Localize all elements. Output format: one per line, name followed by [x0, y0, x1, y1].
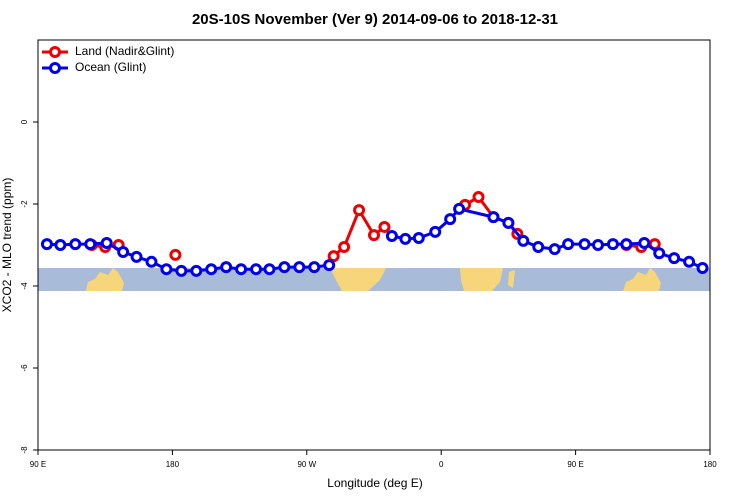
data-point [130, 250, 143, 263]
data-point [353, 204, 366, 217]
x-tick-label: 180 [703, 460, 717, 469]
x-tick-label: 0 [439, 460, 444, 469]
data-point [696, 261, 709, 274]
y-tick-label: 0 [20, 119, 29, 124]
x-tick-label: 90 W [297, 460, 316, 469]
legend-marker [49, 62, 61, 74]
data-point [653, 247, 666, 260]
data-point [368, 229, 380, 242]
legend-label: Land (Nadir&Glint) [75, 44, 174, 58]
data-point [444, 213, 457, 226]
legend-marker [49, 46, 61, 58]
y-tick-label: -2 [20, 200, 29, 208]
data-point [620, 238, 633, 251]
data-point [100, 236, 113, 249]
data-point [175, 264, 188, 277]
data-point [235, 263, 248, 276]
data-point [40, 238, 53, 251]
map-strip [38, 268, 710, 291]
land-shape [623, 268, 661, 291]
data-point [502, 216, 515, 229]
y-tick-label: -8 [20, 446, 29, 454]
data-point [668, 252, 681, 265]
x-tick-label: 90 E [30, 460, 46, 469]
data-point [293, 261, 306, 274]
land-shape [330, 268, 386, 291]
data-point [578, 238, 591, 251]
land-shape [86, 268, 124, 291]
data-point [378, 220, 391, 233]
data-point [517, 234, 530, 247]
x-tick-label: 180 [166, 460, 180, 469]
data-point [487, 211, 500, 224]
data-point [220, 261, 233, 274]
data-point [412, 232, 425, 245]
data-point [84, 238, 97, 251]
data-point [205, 263, 218, 276]
land-shape [460, 268, 515, 291]
x-tick-label: 90 E [567, 460, 583, 469]
data-point [562, 238, 575, 251]
data-point [453, 202, 466, 215]
data-point [327, 250, 340, 263]
data-point [606, 238, 619, 251]
data-point [592, 239, 604, 251]
data-point [638, 236, 651, 249]
data-point [169, 248, 182, 261]
x-axis-label: Longitude (deg E) [327, 476, 422, 490]
plot-frame [37, 39, 711, 451]
data-point [385, 229, 398, 242]
data-point [69, 238, 82, 251]
data-point [145, 255, 158, 268]
data-point [532, 241, 545, 254]
data-point [263, 263, 276, 276]
data-point [399, 232, 412, 245]
data-point [338, 241, 351, 254]
data-point [308, 261, 321, 274]
legend-label: Ocean (Glint) [75, 60, 146, 74]
y-tick-label: -4 [20, 282, 29, 290]
data-point [472, 191, 485, 204]
data-point [190, 264, 203, 277]
data-point [278, 261, 291, 274]
data-point [250, 263, 263, 276]
data-point [548, 243, 561, 256]
y-axis-label: XCO2 - MLO trend (ppm) [0, 178, 14, 313]
chart-title: 20S-10S November (Ver 9) 2014-09-06 to 2… [192, 11, 558, 28]
data-point [160, 263, 173, 276]
data-point [429, 225, 442, 238]
data-point [323, 259, 336, 272]
y-tick-label: -6 [20, 364, 29, 372]
data-point [683, 255, 696, 268]
data-point [117, 245, 130, 258]
data-point [54, 239, 67, 251]
